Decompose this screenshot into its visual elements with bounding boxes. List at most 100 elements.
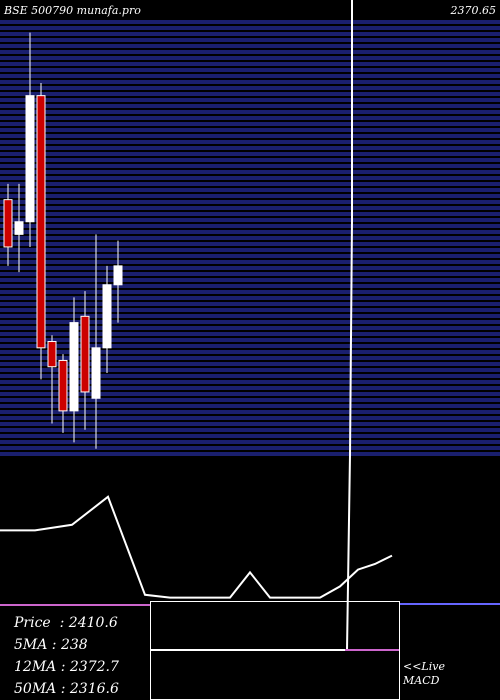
grid-band [0,200,500,204]
grid-band [0,212,500,216]
ma50-row: 50MA : 2316.6 [14,681,119,697]
grid-band [0,266,500,270]
grid-band [0,374,500,378]
ma12-value: 2372.7 [69,659,119,675]
grid-band [0,104,500,108]
grid-band [0,428,500,432]
candle-body [25,95,35,223]
live-macd-link[interactable]: <<Live MACD [403,660,445,688]
grid-band [0,416,500,420]
grid-band [0,338,500,342]
grid-band [0,260,500,264]
grid-band [0,152,500,156]
price-value: 2410.6 [68,615,118,631]
candle-body [69,322,79,412]
grid-band [0,116,500,120]
ma50-label: 50MA [14,681,57,697]
grid-band [0,218,500,222]
grid-band [0,146,500,150]
grid-band [0,422,500,426]
grid-band [0,98,500,102]
candle-body [113,265,123,286]
grid-band [0,440,500,444]
grid-band [0,410,500,414]
ma5-value: 238 [60,637,88,653]
grid-band [0,182,500,186]
grid-band [0,302,500,306]
grid-band [0,326,500,330]
grid-band [0,164,500,168]
grid-band [0,68,500,72]
grid-band [0,170,500,174]
candle-body [102,284,112,349]
grid-band [0,356,500,360]
grid-band [0,194,500,198]
grid-band [0,122,500,126]
grid-band [0,176,500,180]
candle-body [80,315,90,393]
grid-band [0,92,500,96]
grid-band [0,62,500,66]
grid-band [0,452,500,456]
candle-body [47,341,57,368]
grid-band [0,296,500,300]
spike-line [346,0,353,651]
grid-band [0,242,500,246]
grid-band [0,128,500,132]
grid-band [0,404,500,408]
grid-band [0,224,500,228]
grid-band [0,158,500,162]
grid-band [0,56,500,60]
grid-band [0,32,500,36]
info-box: Price : 2410.6 5MA : 238 12MA : 2372.7 5… [14,612,119,700]
grid-band [0,254,500,258]
grid-band [0,188,500,192]
grid-band [0,140,500,144]
grid-band [0,434,500,438]
ma5-label: 5MA [14,637,48,653]
grid-band [0,272,500,276]
grid-band [0,398,500,402]
macd-price-line [0,495,393,599]
grid-band [0,248,500,252]
last-price-label: 2370.65 [450,4,497,17]
grid-band [0,44,500,48]
grid-band [0,290,500,294]
candle-body [58,359,68,412]
live-link-line2: MACD [403,674,440,687]
grid-band [0,392,500,396]
grid-band [0,362,500,366]
candles [3,32,123,449]
candle-body [14,221,24,235]
ma50-value: 2316.6 [69,681,119,697]
macd-panel [0,495,500,651]
candle-body [91,347,101,399]
candle-body [36,95,46,349]
grid-band [0,86,500,90]
grid-band [0,74,500,78]
grid-band [0,308,500,312]
ma5-row: 5MA : 238 [14,637,88,653]
chart-title: BSE 500790 munafa.pro [4,4,141,17]
candle-body [3,199,13,248]
grid-band [0,446,500,450]
live-link-line1: <<Live [403,660,445,673]
grid-band [0,386,500,390]
ma12-label: 12MA [14,659,57,675]
grid-band [0,26,500,30]
ma12-row: 12MA : 2372.7 [14,659,119,675]
grid-band [0,206,500,210]
grid-band [0,236,500,240]
grid-bands [0,20,500,456]
grid-band [0,80,500,84]
price-row: Price : 2410.6 [14,615,118,631]
grid-band [0,380,500,384]
grid-band [0,314,500,318]
price-label: Price [14,615,51,631]
grid-band [0,38,500,42]
grid-band [0,332,500,336]
grid-band [0,20,500,24]
macd-box [150,601,400,700]
